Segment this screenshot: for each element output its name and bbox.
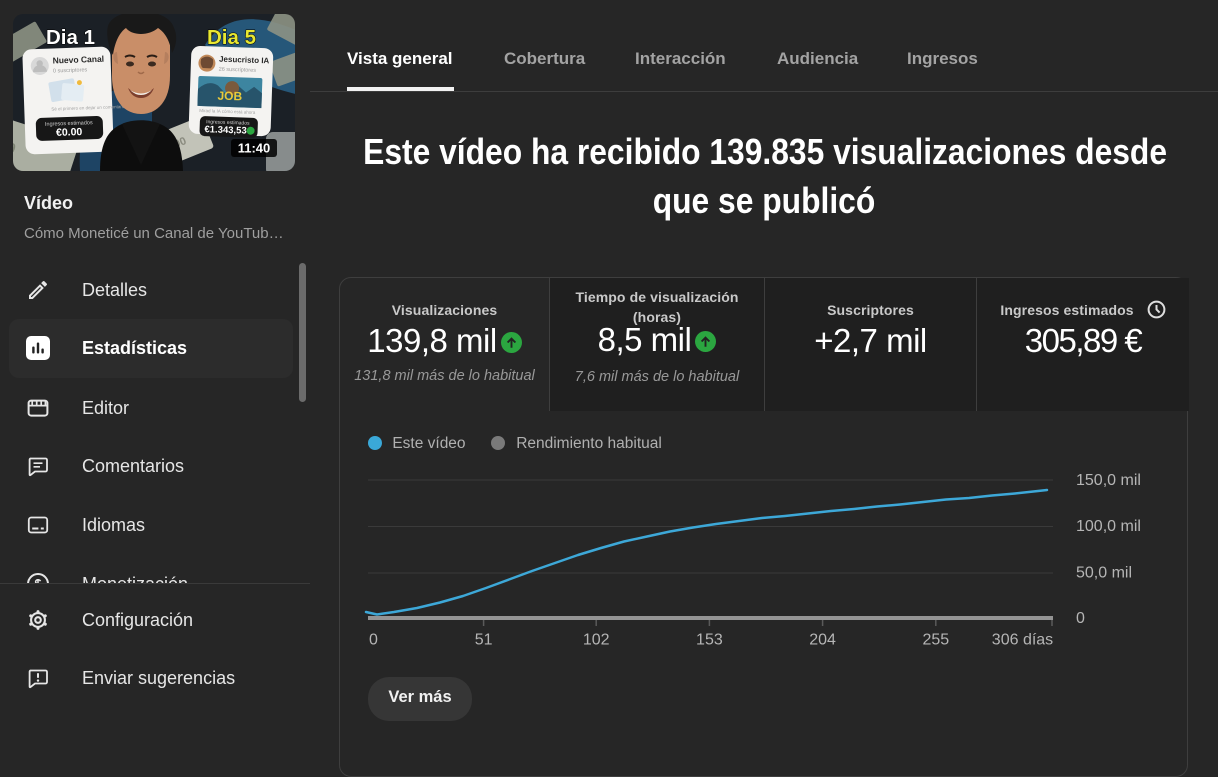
svg-text:102: 102 [583,632,610,649]
svg-text:JOB: JOB [217,89,242,104]
svg-text:0: 0 [369,632,378,649]
svg-text:100,0 mil: 100,0 mil [1076,518,1141,535]
svg-text:11:40: 11:40 [238,141,271,156]
svg-text:50,0 mil: 50,0 mil [1076,565,1132,582]
svg-text:Jesucristo IA: Jesucristo IA [219,55,270,66]
svg-text:€1.343,53: €1.343,53 [204,124,247,136]
svg-text:153: 153 [696,632,723,649]
svg-text:€0.00: €0.00 [56,126,83,139]
svg-text:0: 0 [1076,610,1085,627]
svg-text:51: 51 [475,632,493,649]
svg-text:150,0 mil: 150,0 mil [1076,472,1141,489]
svg-text:0 suscriptores: 0 suscriptores [53,67,88,74]
svg-text:306 días: 306 días [992,632,1053,649]
svg-text:Dia 5: Dia 5 [207,26,256,49]
svg-text:Nuevo Canal: Nuevo Canal [52,54,104,66]
svg-text:Dia 1: Dia 1 [46,26,95,49]
svg-text:204: 204 [809,632,836,649]
svg-text:255: 255 [922,632,949,649]
